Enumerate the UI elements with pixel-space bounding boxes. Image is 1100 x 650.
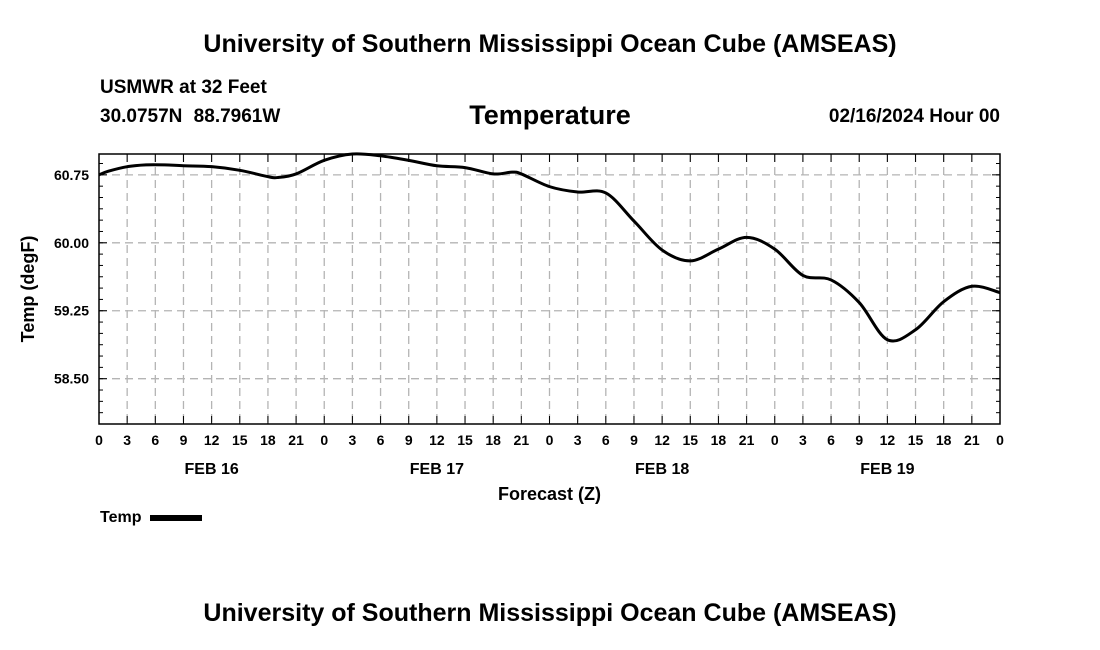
x-tick-label: 6 [602,432,610,448]
x-tick-label: 12 [880,432,896,448]
coordinates-label: 30.0757N 88.7961W [100,106,281,127]
y-tick-label: 58.50 [54,371,89,387]
x-tick-label: 3 [349,432,357,448]
x-tick-label: 12 [654,432,670,448]
legend-label-temp: Temp [100,509,142,526]
x-tick-label: 15 [682,432,698,448]
x-tick-label: 9 [630,432,638,448]
x-tick-label: 15 [908,432,924,448]
y-tick-label: 60.75 [54,167,89,183]
x-tick-label: 18 [485,432,501,448]
variable-title: Temperature [469,100,631,130]
x-tick-label: 12 [429,432,445,448]
station-label: USMWR at 32 Feet [100,77,267,98]
x-tick-label: 0 [771,432,779,448]
x-tick-label: 21 [739,432,755,448]
y-tick-label: 59.25 [54,303,89,319]
series-line-temp [98,152,1001,343]
x-axis-label: Forecast (Z) [498,484,601,504]
x-tick-label: 15 [232,432,248,448]
x-tick-label: 6 [827,432,835,448]
x-tick-label: 9 [855,432,863,448]
date-label: FEB 17 [410,461,464,478]
legend-swatch-temp [150,515,203,521]
x-tick-label: 3 [799,432,807,448]
y-axis-label: Temp (degF) [18,236,38,343]
date-label: FEB 18 [635,461,689,478]
x-tick-label: 3 [574,432,582,448]
x-tick-label: 9 [405,432,413,448]
x-tick-label: 21 [288,432,304,448]
x-tick-label: 3 [123,432,131,448]
x-tick-label: 0 [95,432,103,448]
x-tick-label: 0 [320,432,328,448]
x-tick-label: 9 [180,432,188,448]
x-tick-label: 21 [514,432,530,448]
x-tick-label: 21 [964,432,980,448]
plot-frame [98,153,1001,425]
labels-layer: 0 3 6 9 12 15 18 21 0 3 6 9 12 15 18 21 0 3 6 9 12 15 18 21 0 3 6 9… [54,167,1004,478]
y-tick-label: 60.00 [54,235,89,251]
date-label: FEB 19 [860,461,914,478]
x-tick-label: 18 [260,432,276,448]
series-layer [98,152,1001,343]
x-tick-label: 0 [996,432,1004,448]
x-tick-label: 15 [457,432,473,448]
legend: Temp [100,509,203,527]
chart-title-top: University of Southern Mississippi Ocean… [203,30,897,58]
x-tick-label: 12 [204,432,220,448]
forecast-datetime: 02/16/2024 Hour 00 [828,106,1000,127]
x-tick-label: 0 [546,432,554,448]
date-label: FEB 16 [185,461,239,478]
chart-title-bottom: University of Southern Mississippi Ocean… [203,599,897,627]
x-tick-label: 6 [377,432,385,448]
x-tick-label: 18 [711,432,727,448]
grid-layer [99,154,1000,424]
x-tick-label: 18 [936,432,952,448]
x-tick-label: 6 [151,432,159,448]
